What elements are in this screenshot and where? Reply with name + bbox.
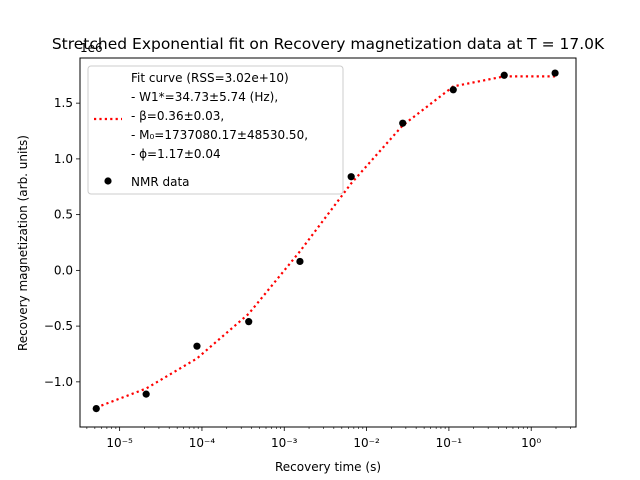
y-tick-label: −0.5 xyxy=(44,319,73,333)
y-offset-label: 1e6 xyxy=(80,41,103,55)
x-tick-label: 10⁻² xyxy=(353,436,380,450)
x-tick-label: 10⁻⁴ xyxy=(189,436,216,450)
nmr-data-point xyxy=(193,342,201,350)
legend: Fit curve (RSS=3.02e+10) - W1*=34.73±5.74… xyxy=(87,65,344,195)
nmr-data-point xyxy=(347,173,355,181)
axes-frame xyxy=(79,57,577,428)
legend-fit-label: - ϕ=1.17±0.04 xyxy=(131,147,221,161)
legend-nmr-swatch xyxy=(104,177,112,185)
nmr-data-point xyxy=(399,119,407,127)
nmr-data-point xyxy=(296,257,304,266)
x-tick-label: 10⁻³ xyxy=(271,436,298,450)
y-axis: −1.0 −0.5 0.0 0.5 1.0 1.5 xyxy=(44,96,80,389)
nmr-data-point xyxy=(245,318,253,326)
plot-area xyxy=(92,69,559,413)
nmr-data-point xyxy=(92,405,100,413)
legend-fit-label: - W1*=34.73±5.74 (Hz), xyxy=(131,90,278,104)
y-tick-label: −1.0 xyxy=(44,375,73,389)
legend-box xyxy=(87,65,344,195)
chart-title: Stretched Exponential fit on Recovery ma… xyxy=(52,35,605,53)
legend-fit-label: Fit curve (RSS=3.02e+10) xyxy=(131,71,289,85)
y-axis-label: Recovery magnetization (arb. units) xyxy=(16,135,30,351)
legend-fit-label: - β=0.36±0.03, xyxy=(131,109,224,123)
y-tick-label: 0.0 xyxy=(54,263,73,277)
y-tick-label: 1.5 xyxy=(54,96,73,110)
x-tick-label: 10⁻¹ xyxy=(436,436,463,450)
x-axis-label: Recovery time (s) xyxy=(275,460,381,474)
x-axis: 10⁻⁵ 10⁻⁴ 10⁻³ 10⁻² 10⁻¹ 10⁰ xyxy=(86,427,571,450)
nmr-data-point xyxy=(142,390,150,398)
nmr-data-point xyxy=(449,86,457,94)
legend-nmr-label: NMR data xyxy=(131,175,190,189)
fit-curve-line xyxy=(95,75,556,409)
nmr-data-point xyxy=(551,69,559,77)
y-tick-label: 1.0 xyxy=(54,152,73,166)
legend-fit-label: - M₀=1737080.17±48530.50, xyxy=(131,128,308,142)
y-tick-label: 0.5 xyxy=(54,208,73,222)
x-tick-label: 10⁰ xyxy=(521,436,541,450)
x-tick-label: 10⁻⁵ xyxy=(106,436,133,450)
nmr-data-point xyxy=(500,71,508,79)
